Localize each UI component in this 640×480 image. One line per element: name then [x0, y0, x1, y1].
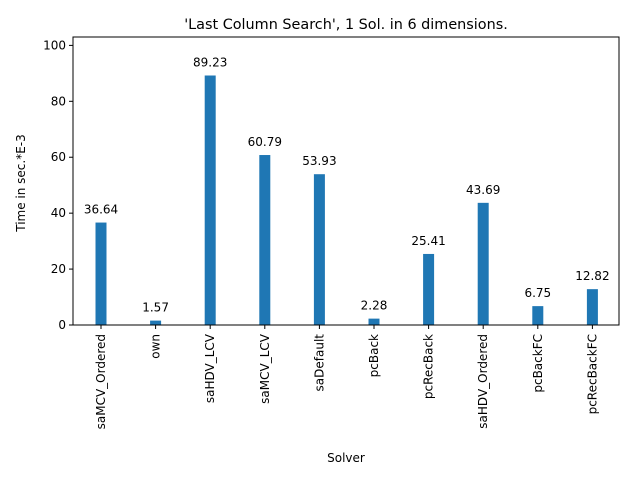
y-tick-label: 20 — [51, 262, 66, 276]
x-tick-label: saHDV_Ordered — [476, 334, 490, 429]
data-label: 25.41 — [411, 234, 445, 248]
bar — [204, 75, 216, 325]
x-tick-label: own — [149, 334, 163, 359]
plot-area: 0 20 40 60 80 100 36.64 saMCV_Ordered 1.57 own 89.… — [43, 36, 620, 429]
bar — [586, 289, 598, 325]
bar — [313, 174, 325, 325]
x-tick-label: saMCV_Ordered — [94, 334, 108, 429]
y-tick-label: 0 — [58, 318, 66, 332]
x-tick-label: pcBackFC — [531, 334, 545, 393]
bar — [95, 222, 107, 325]
x-tick-label: pcBack — [367, 334, 381, 377]
x-tick-label: saHDV_LCV — [203, 333, 217, 403]
bar — [423, 253, 435, 325]
data-label: 89.23 — [193, 56, 227, 70]
y-tick-label: 80 — [51, 94, 66, 108]
bar — [150, 320, 162, 325]
y-tick-label: 100 — [43, 38, 66, 52]
data-label: 1.57 — [142, 301, 169, 315]
data-label: 60.79 — [248, 135, 282, 149]
bar — [368, 318, 380, 325]
x-tick-label: saDefault — [312, 334, 326, 392]
data-label: 53.93 — [302, 154, 336, 168]
y-tick-label: 60 — [51, 150, 66, 164]
data-label: 36.64 — [84, 203, 118, 217]
x-axis-label: Solver — [327, 451, 365, 465]
bar — [532, 306, 544, 325]
x-tick-label: saMCV_LCV — [258, 333, 272, 404]
x-tick-label: pcRecBack — [422, 334, 436, 399]
x-tick-label: pcRecBackFC — [585, 334, 599, 414]
bar — [259, 155, 271, 325]
y-axis-label: Time in sec.*E-3 — [14, 134, 28, 233]
data-label: 12.82 — [575, 269, 609, 283]
chart-title: 'Last Column Search', 1 Sol. in 6 dimens… — [184, 17, 508, 33]
data-label: 2.28 — [361, 299, 388, 313]
axes-frame — [72, 36, 620, 326]
data-label: 43.69 — [466, 183, 500, 197]
y-tick-label: 40 — [51, 206, 66, 220]
data-label: 6.75 — [524, 286, 551, 300]
bar — [477, 202, 489, 325]
